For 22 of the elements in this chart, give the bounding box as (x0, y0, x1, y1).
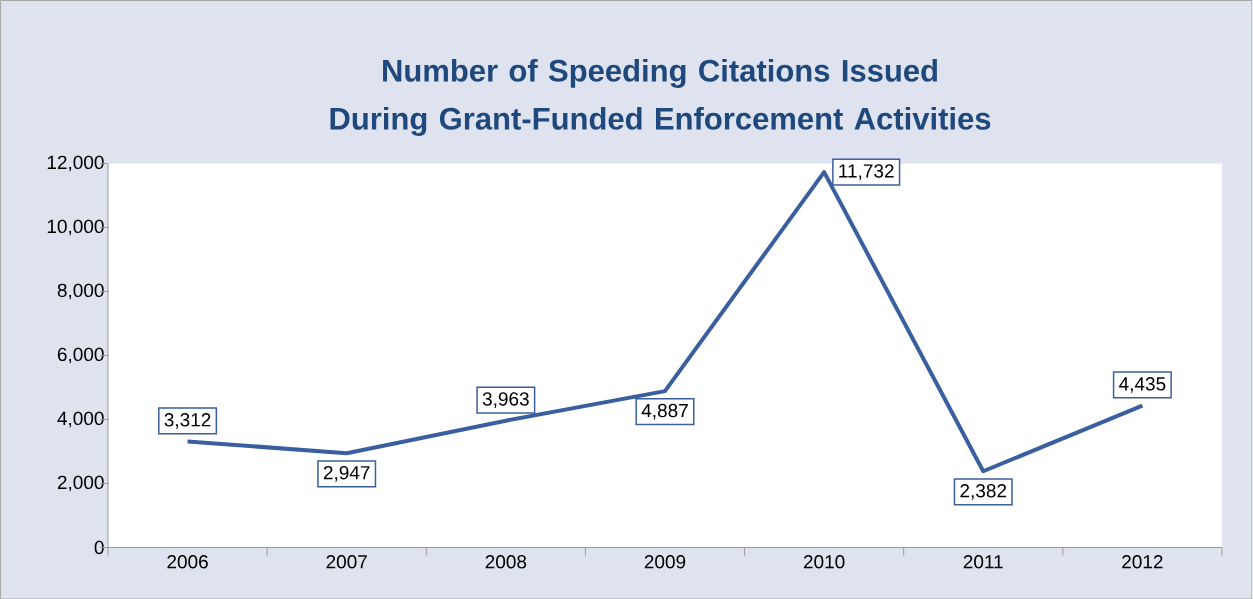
data-label: 4,435 (1119, 376, 1166, 393)
data-label: 3,963 (482, 391, 529, 408)
y-tick-label: 10,000 (47, 219, 104, 236)
x-tick-label: 2008 (485, 554, 527, 569)
data-label: 11,732 (839, 163, 894, 180)
x-tick-label: 2007 (326, 554, 367, 569)
y-tick-label: 0 (94, 540, 104, 554)
x-tick-label: 2011 (963, 554, 1003, 569)
x-tick-label: 2012 (1122, 554, 1163, 569)
y-tick-label: 12,000 (47, 155, 104, 172)
y-tick-label: 6,000 (57, 347, 104, 364)
y-tick-label: 2,000 (57, 475, 104, 492)
data-label: 2,382 (960, 483, 1007, 500)
y-tick-label: 8,000 (57, 283, 104, 300)
x-tick-label: 2009 (644, 554, 686, 569)
x-tick-label: 2010 (803, 554, 845, 569)
data-label: 3,312 (164, 412, 211, 429)
x-tick-label: 2006 (167, 554, 208, 569)
data-label: 2,947 (323, 465, 370, 482)
y-tick-label: 4,000 (57, 411, 104, 428)
data-label: 4,887 (641, 403, 688, 420)
chart-title: Number of Speeding Citations Issued During Grant-Funded Enforcement Activities (330, 58, 991, 136)
